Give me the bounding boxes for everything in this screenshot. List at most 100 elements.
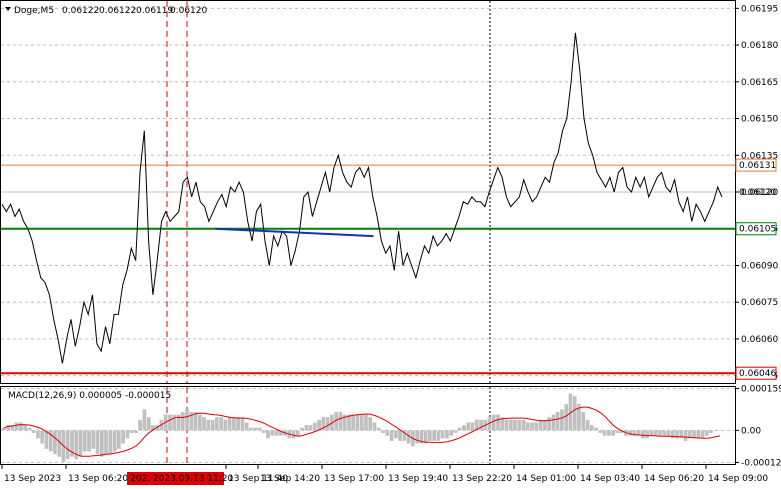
macd-bar	[338, 412, 343, 431]
macd-bar	[415, 430, 419, 444]
level-badge	[735, 366, 777, 380]
macd-bar	[479, 419, 483, 431]
price-levels	[1, 164, 735, 375]
macd-bar	[270, 430, 275, 436]
macd-bar	[206, 419, 211, 431]
ohlc-open: 0.06122	[62, 6, 99, 16]
macd-bar	[406, 430, 411, 444]
macd-grid	[1, 388, 735, 463]
macd-bar	[321, 417, 326, 431]
macd-bar	[530, 422, 534, 431]
macd-bar	[683, 430, 688, 441]
macd-bar	[125, 430, 130, 439]
macd-bar	[658, 430, 662, 436]
macd-bar	[491, 414, 496, 431]
macd-bar	[445, 430, 449, 439]
macd-bar	[389, 430, 394, 441]
macd-bar	[526, 422, 530, 431]
macd-bar	[227, 417, 232, 431]
macd-bar	[598, 430, 603, 433]
level-badges: 0.06131 0.06120 0.06105 0.06046	[735, 158, 777, 380]
macd-bar	[555, 412, 560, 431]
macd-bar	[717, 430, 722, 431]
macd-bar	[594, 427, 598, 431]
macd-bar	[48, 430, 53, 452]
macd-bar	[534, 422, 539, 431]
macd-bar	[543, 419, 547, 431]
level-badge-label: 0.06046	[739, 369, 776, 379]
macd-bar	[27, 427, 32, 431]
macd-bar	[538, 419, 543, 431]
macd-bar	[713, 430, 718, 431]
macd-bar	[496, 414, 500, 431]
macd-bar	[504, 419, 509, 431]
macd-bar	[394, 430, 398, 439]
macd-bar	[202, 417, 206, 431]
macd-bar	[619, 430, 624, 433]
macd-bar	[428, 430, 432, 441]
price-tick-label: 0.06120	[741, 188, 778, 198]
macd-bar	[513, 419, 517, 431]
macd-bar	[249, 427, 253, 431]
macd-bar	[236, 417, 240, 431]
time-label: 13 Sep 2023	[4, 474, 61, 484]
time-label: 13 Sep 06:20	[68, 474, 128, 484]
level-badge-label: 0.06131	[739, 161, 776, 171]
macd-bar	[108, 430, 113, 455]
macd-bar	[257, 427, 262, 431]
macd-bar	[666, 430, 671, 436]
date-badge	[127, 472, 224, 485]
price-line	[1, 32, 723, 364]
macd-bar	[577, 404, 581, 431]
macd-bar	[53, 430, 57, 455]
macd-bar	[14, 422, 19, 431]
macd-bar	[189, 412, 194, 431]
price-tick-label: 0.06060	[741, 335, 778, 345]
macd-bar	[300, 427, 304, 431]
macd-bar	[547, 417, 551, 431]
macd-bar	[500, 417, 505, 431]
macd-tick-label: 0.00	[741, 426, 761, 436]
macd-bar	[95, 430, 100, 455]
macd-bar	[31, 430, 36, 433]
macd-bar	[296, 430, 300, 436]
macd-bar	[2, 427, 6, 431]
time-label: 13 Sep 11:40	[228, 474, 288, 484]
macd-bar	[134, 430, 138, 433]
price-tick-label: 0.06090	[741, 261, 778, 271]
dropdown-triangle-icon[interactable]	[5, 7, 11, 11]
macd-bar	[636, 430, 641, 436]
macd-bar	[607, 430, 611, 436]
macd-bar	[261, 430, 266, 433]
macd-bar	[278, 430, 283, 436]
time-label: 13 Sep 14:20	[260, 474, 320, 484]
macd-bar	[334, 412, 338, 431]
macd-bar	[568, 393, 573, 431]
macd-bar	[44, 430, 49, 449]
macd-bar	[611, 430, 615, 436]
macd-bar	[700, 430, 705, 439]
macd-bar	[641, 430, 645, 439]
macd-bar	[6, 425, 10, 431]
trend-line[interactable]	[215, 227, 374, 238]
time-label: 14 Sep 09:00	[708, 474, 768, 484]
macd-bar	[589, 425, 594, 431]
macd-bar	[440, 430, 445, 439]
macd-bar	[176, 414, 181, 431]
price-tick-label: 0.06195	[741, 4, 778, 14]
macd-bar	[215, 417, 219, 431]
date-badge-label: 202. 2023.09.13 11:20	[130, 474, 234, 484]
macd-bar	[692, 430, 696, 439]
macd-bar	[185, 409, 189, 431]
macd-bar	[675, 430, 679, 439]
macd-bar	[368, 417, 373, 431]
macd-signal-line	[3, 406, 721, 457]
ohlc-low: 0.06119	[136, 6, 173, 16]
macd-bar	[87, 430, 91, 452]
macd-bar	[466, 422, 471, 431]
macd-bar	[146, 417, 151, 431]
macd-bar	[193, 412, 198, 431]
macd-bar	[40, 430, 44, 444]
macd-bar	[121, 430, 125, 444]
